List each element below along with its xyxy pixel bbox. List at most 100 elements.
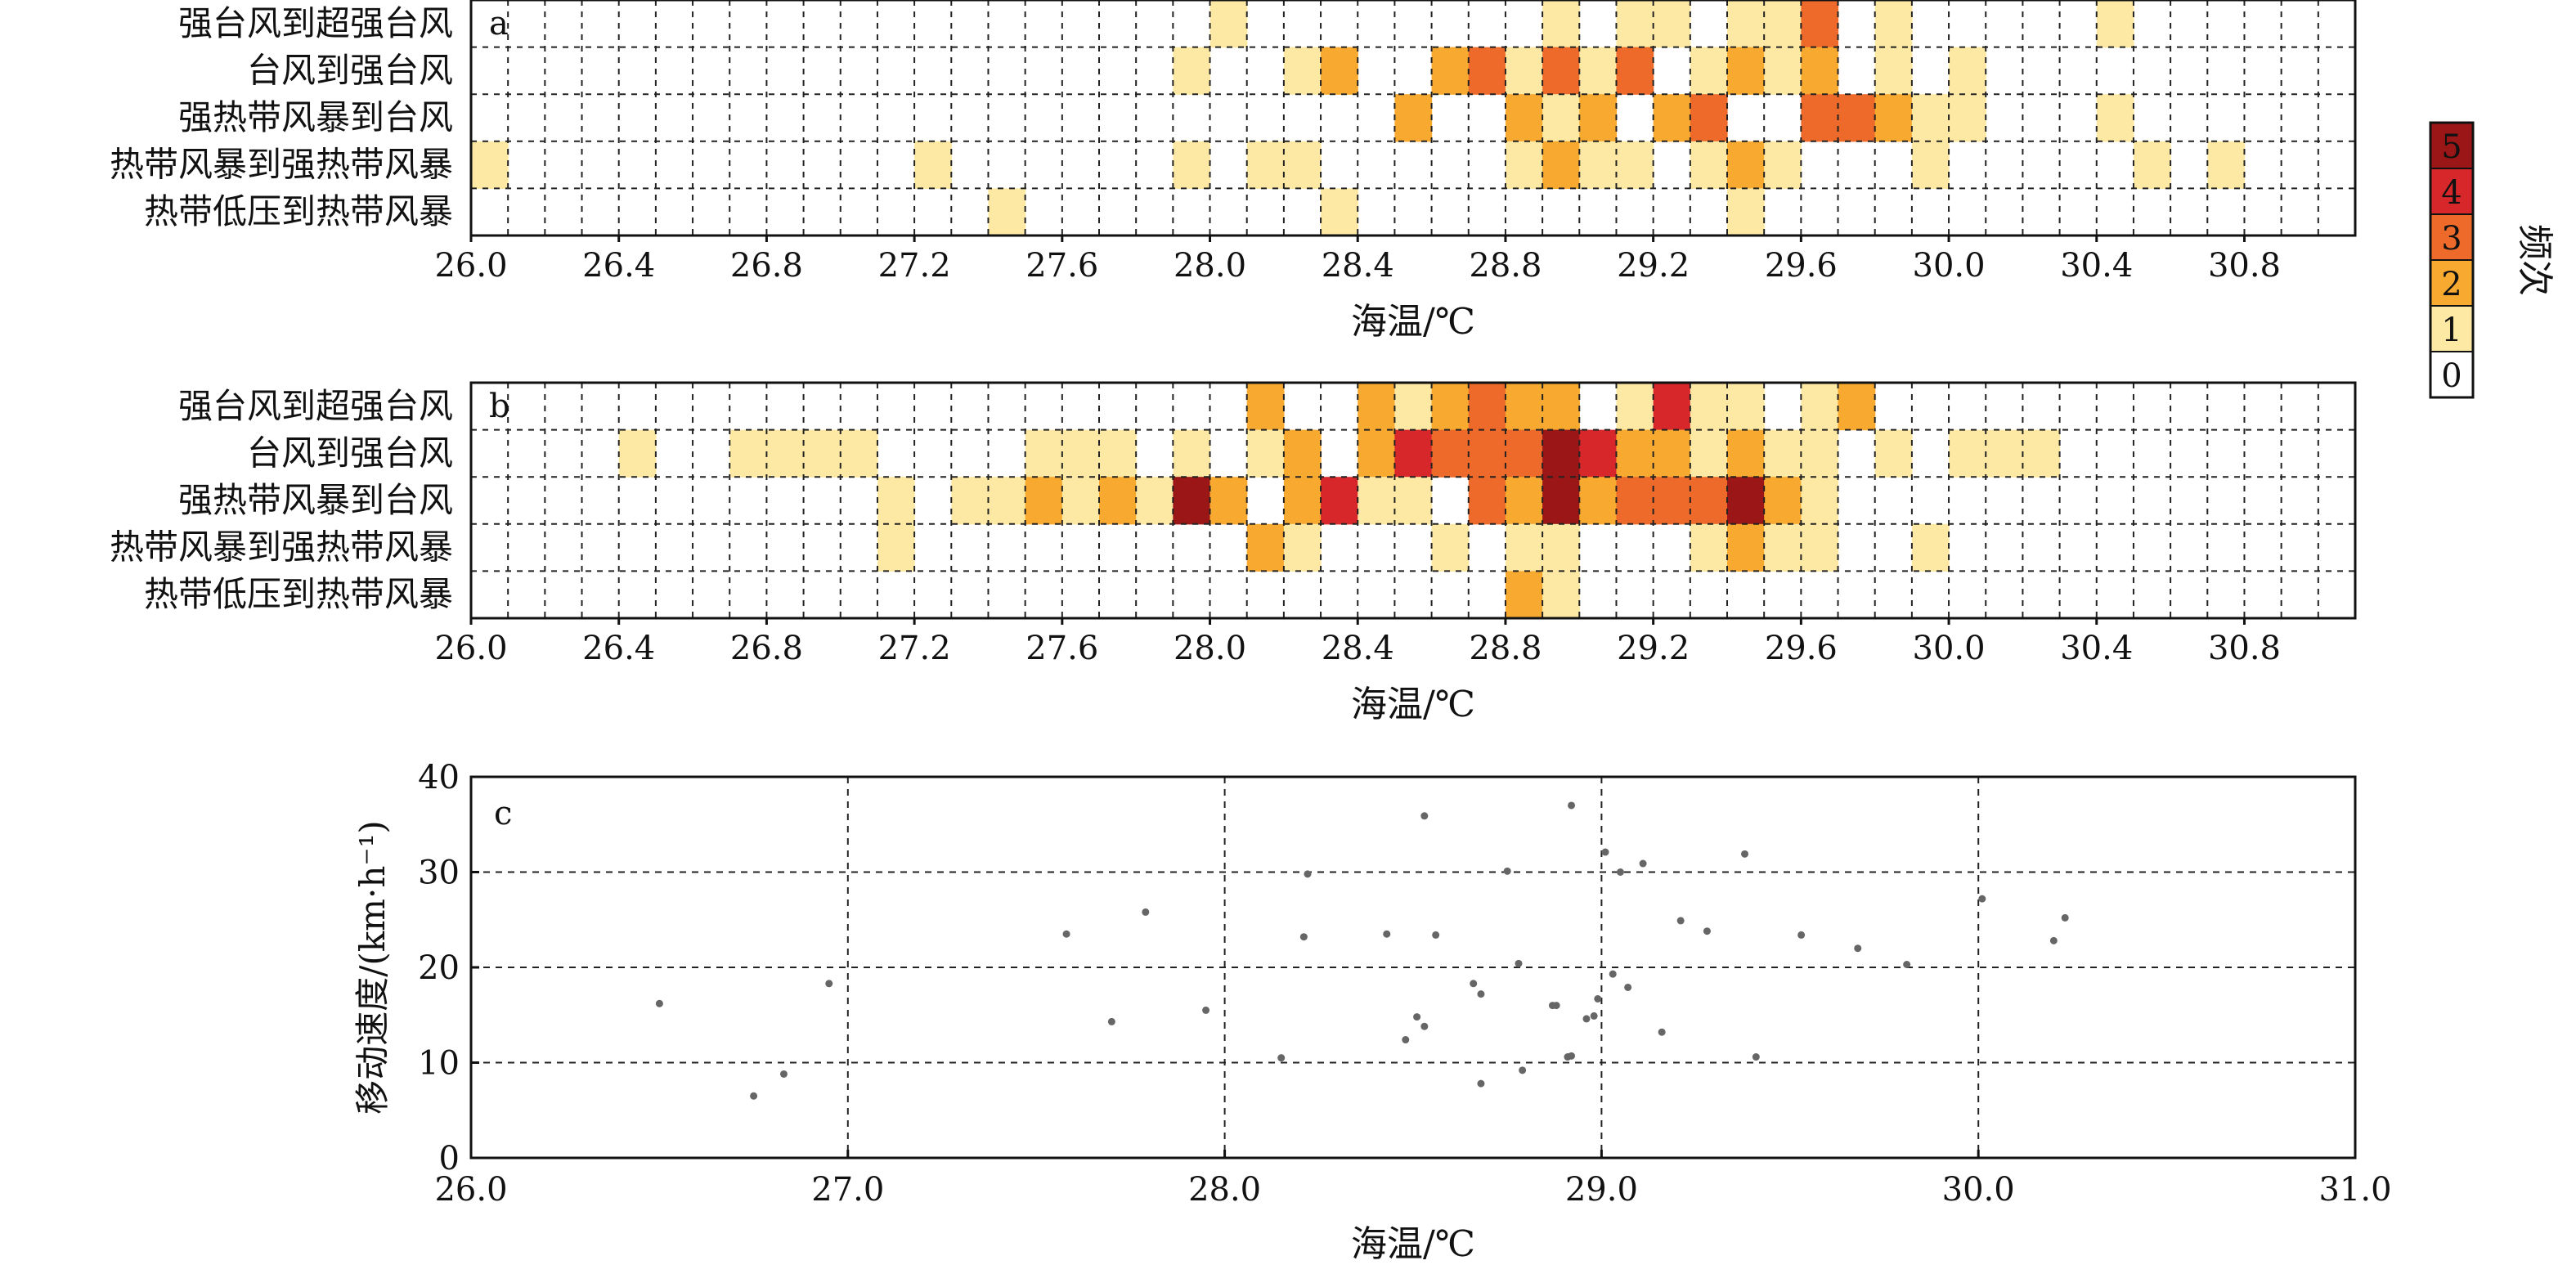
scatter-point [1202,1006,1210,1014]
heatmap-cell [1874,429,1913,478]
x-tick-label: 27.0 [811,1171,884,1209]
heatmap-cell [1690,477,1728,525]
heatmap-cell [1394,477,1433,525]
heatmap-cell [1061,477,1100,525]
y-category-label: 热带低压到热带风暴 [144,191,453,231]
x-tick-label: 26.4 [582,630,655,667]
x-tick-label: 31.0 [2318,1171,2391,1209]
heatmap-cell [1136,477,1174,525]
heatmap-cell [1727,523,1765,572]
heatmap-cell [1690,47,1728,95]
x-tick-label: 29.6 [1765,630,1838,667]
heatmap-cell [988,477,1026,525]
x-axis-label: 海温/℃ [1351,1223,1475,1265]
heatmap-cell [1801,429,1839,478]
scatter-point [2049,936,2058,944]
heatmap-cell [2096,0,2134,48]
x-tick-label: 30.0 [1913,630,1986,667]
heatmap-cell [1173,429,1211,478]
scatter-point [1601,848,1609,856]
x-tick-label: 28.8 [1469,630,1542,667]
heatmap-cell [1173,477,1211,525]
y-category-label: 热带低压到热带风暴 [144,574,453,614]
heatmap-cell [1616,141,1654,189]
heatmap-cell [1911,94,1950,142]
scatter-point [1477,1079,1485,1088]
heatmap-cell [1874,0,1913,48]
heatmap-cell [1579,141,1618,189]
scatter-point [1402,1036,1410,1044]
heatmap-cell [1801,523,1839,572]
heatmap-cell [1468,429,1506,478]
scatter-point [1277,1054,1286,1062]
heatmap-cell [1542,523,1580,572]
x-tick-label: 28.4 [1322,630,1394,667]
heatmap-cell [1653,383,1691,431]
heatmap-cell [1616,383,1654,431]
heatmap-cell [1431,429,1470,478]
scatter-point [1582,1015,1591,1023]
heatmap-cell [1616,47,1654,95]
scatter-point [1519,1066,1527,1074]
panel-label: a [489,5,509,43]
y-category-label: 台风到强台风 [247,50,453,90]
heatmap-cell [1542,94,1580,142]
heatmap-cell [1358,383,1396,431]
heatmap-cell [1173,47,1211,95]
y-tick-label: 30 [418,855,460,892]
scatter-point [1854,944,1862,953]
scatter-point [1703,927,1711,935]
x-tick-label: 28.0 [1174,247,1246,285]
x-tick-label: 27.2 [878,630,951,667]
scatter-point [1903,961,1911,969]
heatmap-cell [1764,47,1802,95]
heatmap-cell [2022,429,2061,478]
colorbar-swatch [2430,168,2474,215]
colorbar-level-label: 0 [2441,357,2462,395]
heatmap-cell [1911,523,1950,572]
heatmap-cell [1690,523,1728,572]
heatmap-cell [1579,47,1618,95]
heatmap-cell [914,141,952,189]
heatmap-cell [1283,47,1322,95]
heatmap-cell [1838,383,1876,431]
heatmap-cell [1727,188,1765,236]
x-tick-label: 27.6 [1025,630,1098,667]
plot-frame [469,775,2357,1160]
heatmap-cell [1394,94,1433,142]
heatmap-cell [1801,94,1839,142]
colorbar-level-label: 2 [2441,266,2462,303]
heatmap-cell [1653,477,1691,525]
scatter-point [1568,1052,1576,1060]
heatmap-cell [1949,47,1986,95]
y-tick-label: 40 [418,759,460,796]
x-tick-label: 29.2 [1617,247,1690,285]
scatter-point [1503,867,1511,875]
heatmap-cell [1321,188,1358,236]
x-tick-label: 26.8 [730,247,803,285]
x-axis-label: 海温/℃ [1351,684,1475,725]
y-axis-label: 移动速度/(km·h⁻¹) [352,820,393,1115]
heatmap-cell [1468,477,1506,525]
heatmap-cell [1801,47,1839,95]
heatmap-cell [1764,429,1802,478]
heatmap-cell [1246,523,1285,572]
heatmap-cell [1173,141,1211,189]
y-category-label: 强台风到超强台风 [178,3,453,43]
heatmap-cell [1727,141,1765,189]
heatmap-cell [1542,429,1580,478]
x-tick-label: 28.0 [1188,1171,1261,1209]
colorbar-label: 频次 [2514,224,2556,296]
x-tick-label: 30.0 [1942,1171,2015,1209]
heatmap-cell [1727,0,1765,48]
heatmap-cell [1505,94,1543,142]
heatmap-cell [1246,141,1285,189]
heatmap-cell [1394,429,1433,478]
x-tick-label: 29.2 [1617,630,1690,667]
heatmap-cell [803,429,841,478]
x-tick-label: 26.0 [434,1171,507,1209]
heatmap-cell [1911,141,1950,189]
scatter-point [1470,980,1478,988]
heatmap-cell [1099,477,1137,525]
